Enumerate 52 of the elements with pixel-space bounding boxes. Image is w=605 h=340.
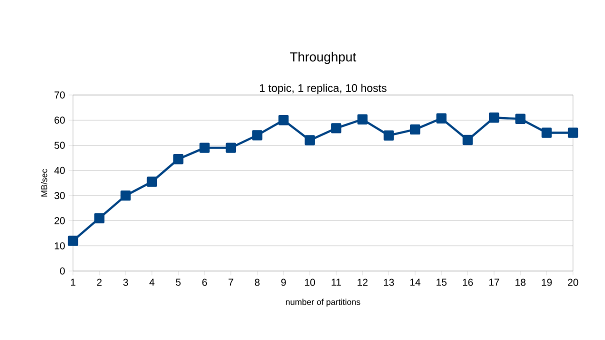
x-tick-label: 2 bbox=[97, 278, 102, 286]
point bbox=[252, 130, 262, 140]
y-tick-label: 50 bbox=[54, 142, 65, 149]
point bbox=[120, 190, 131, 201]
point bbox=[68, 236, 78, 246]
point bbox=[304, 135, 315, 146]
y-tick-label: 0 bbox=[60, 267, 65, 275]
x-tick-label: 15 bbox=[436, 278, 447, 286]
point bbox=[199, 142, 210, 153]
x-tick-label: 18 bbox=[516, 278, 526, 286]
chart-subtitle: 1 topic, 1 replica, 10 hosts bbox=[260, 84, 386, 94]
y-tick-label: 20 bbox=[54, 217, 65, 224]
y-tick-label: 30 bbox=[54, 192, 65, 200]
x-tick-label: 17 bbox=[489, 278, 500, 286]
x-tick-label: 4 bbox=[149, 278, 154, 286]
y-tick-label: 70 bbox=[54, 91, 65, 99]
x-tick-label: 12 bbox=[358, 278, 368, 286]
x-tick-label: 3 bbox=[123, 278, 128, 286]
point bbox=[462, 134, 473, 146]
point bbox=[488, 112, 500, 123]
point bbox=[226, 142, 236, 153]
y-tick-label: 40 bbox=[54, 166, 65, 174]
x-tick-label: 1 bbox=[70, 278, 76, 286]
point bbox=[410, 124, 420, 135]
point bbox=[568, 128, 578, 138]
x-tick-label: 19 bbox=[542, 278, 552, 286]
point bbox=[94, 213, 104, 224]
point bbox=[331, 123, 342, 134]
point bbox=[436, 113, 447, 124]
x-tick-label: 14 bbox=[410, 278, 420, 286]
x-tick-label: 8 bbox=[254, 278, 260, 286]
x-tick-label: 20 bbox=[568, 278, 578, 286]
point bbox=[542, 128, 552, 138]
x-tick-label: 7 bbox=[228, 278, 234, 286]
x-tick-label: 11 bbox=[332, 278, 341, 286]
point bbox=[278, 115, 289, 126]
x-tick-label: 6 bbox=[202, 278, 207, 286]
y-tick-label: 10 bbox=[54, 242, 65, 250]
y-tick-label: 60 bbox=[54, 116, 65, 124]
x-tick-label: 10 bbox=[305, 278, 316, 286]
x-tick-label: 5 bbox=[176, 278, 181, 286]
x-tick-label: 13 bbox=[384, 278, 394, 286]
y-axis-title: MB/sec bbox=[40, 169, 48, 196]
point bbox=[146, 176, 158, 187]
point bbox=[173, 154, 184, 164]
x-axis-title: number of partitions bbox=[286, 298, 360, 307]
x-tick-label: 9 bbox=[281, 278, 286, 286]
point bbox=[515, 114, 526, 124]
x-tick-label: 16 bbox=[462, 278, 473, 286]
point bbox=[384, 130, 394, 141]
chart-title: Throughput bbox=[290, 52, 356, 64]
point bbox=[357, 114, 368, 124]
